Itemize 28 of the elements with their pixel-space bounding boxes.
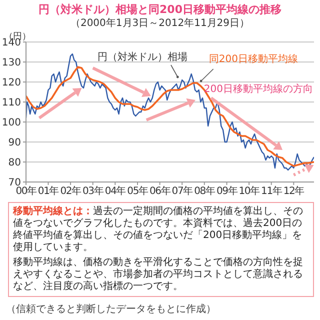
text: 同200日移動平均線 (208, 53, 298, 65)
text: 移動平均線とは： (13, 206, 93, 217)
chart-title: 円（対米ドル）相場と同200日移動平均線の推移 (38, 2, 282, 17)
x-tick-label: 06年 (149, 185, 171, 198)
x-tick-label: 00年 (16, 185, 38, 198)
x-tick-label: 04年 (104, 185, 126, 198)
y-tick-label: 140 (2, 38, 21, 49)
x-tick-label: 03年 (82, 185, 104, 198)
x-tick-label: 07年 (172, 185, 194, 198)
y-tick-label: 90 (8, 138, 21, 149)
y-tick-label: 110 (2, 98, 21, 109)
chart-subtitle: （2000年1月3日～2012年11月29日） (69, 17, 251, 30)
annotation: 200日移動平均線の方向 (204, 83, 313, 95)
x-tick-label: 12年 (283, 185, 305, 198)
y-tick-label: 80 (8, 158, 21, 169)
x-tick-label: 11年 (261, 185, 282, 198)
x-tick-label: 08年 (194, 185, 216, 198)
y-tick-label: 130 (2, 58, 21, 69)
x-tick-label: 09年 (216, 185, 238, 198)
text: 移動平均線は、価格の動きを平滑化することで価格の方向性を捉えやすくなることや、市場参加者の平均コストとして意識されるなど、注目度の高い指標の一つです。 (13, 257, 304, 293)
series-label: 円（対米ドル）相場 (97, 51, 188, 63)
text: （信頼できると判断したデータをもとに作成） (6, 302, 216, 316)
x-tick-label: 02年 (60, 185, 82, 198)
x-tick-label: 01年 (38, 185, 60, 198)
y-tick-label: 120 (2, 78, 21, 89)
x-tick-label: 10年 (238, 185, 260, 198)
x-tick-label: 05年 (127, 185, 149, 198)
y-tick-label: 100 (2, 118, 21, 129)
